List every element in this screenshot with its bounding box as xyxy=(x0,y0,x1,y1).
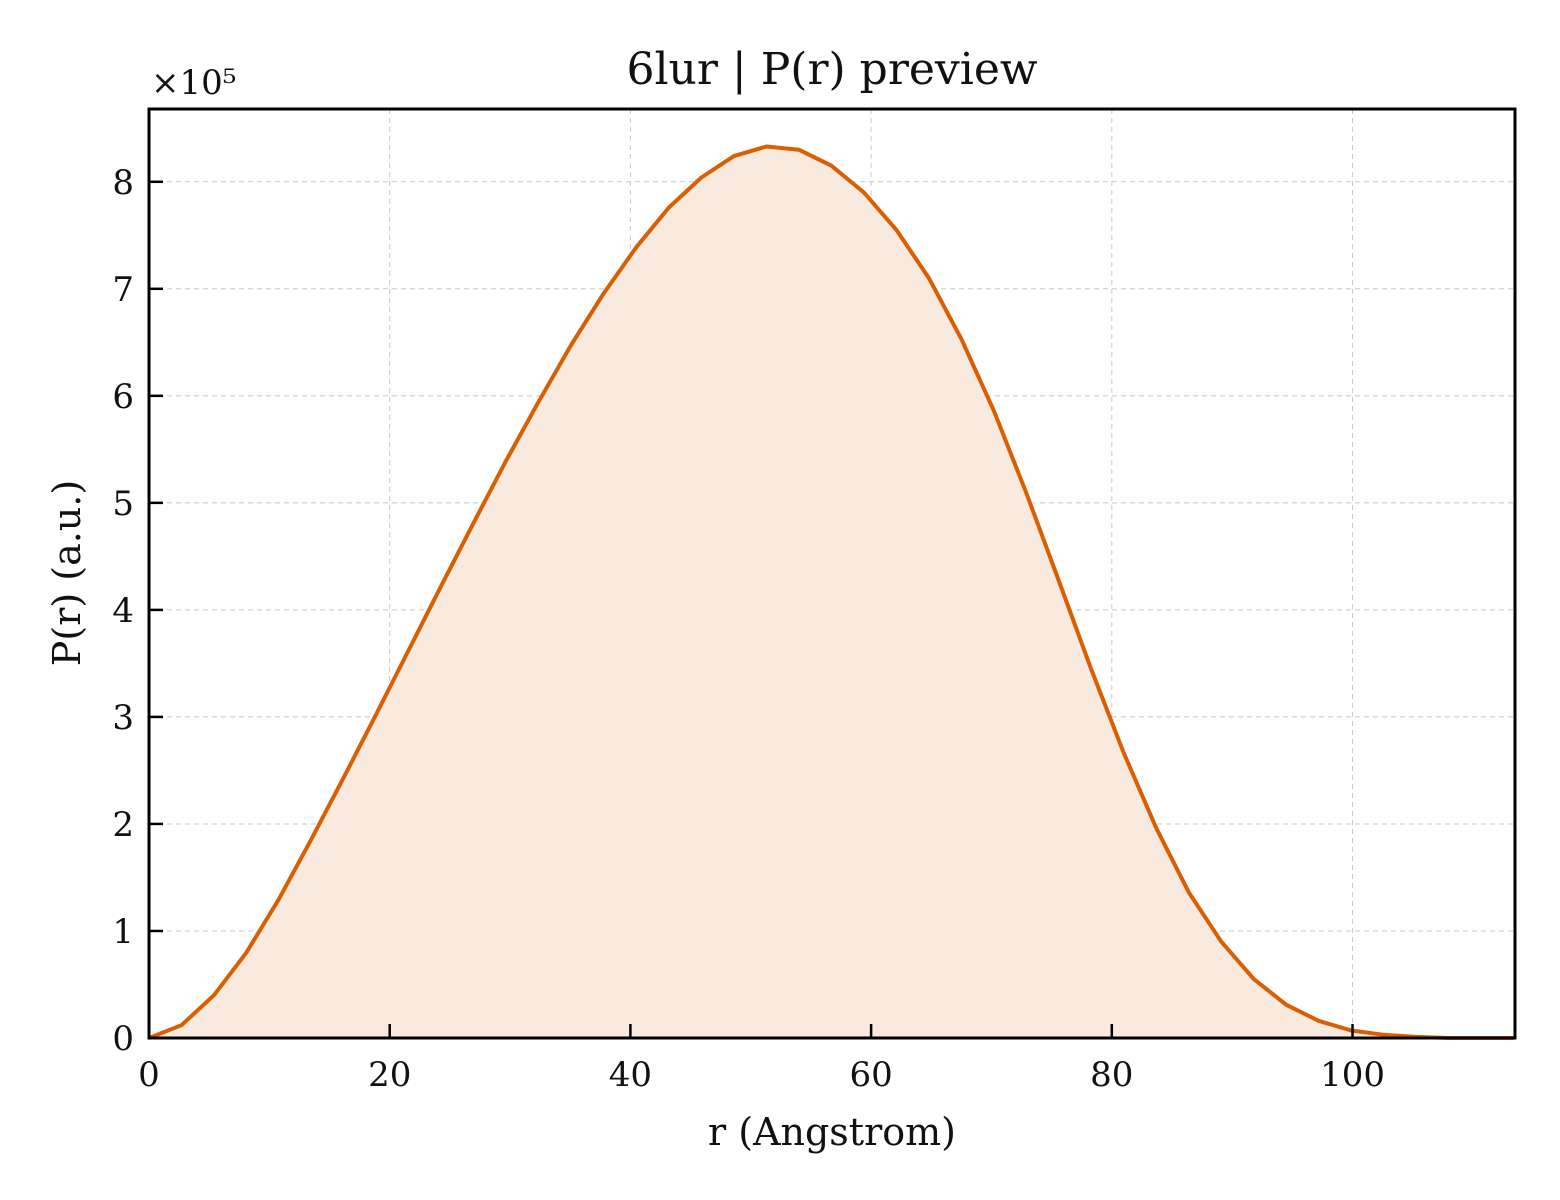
x-tick-labels: 0 20 40 60 80 100 xyxy=(138,1055,1385,1095)
y-tick-label: 8 xyxy=(112,163,134,203)
x-tick-label: 20 xyxy=(368,1055,411,1095)
y-tick-label: 6 xyxy=(112,377,134,417)
x-tick-label: 100 xyxy=(1320,1055,1385,1095)
y-tick-label: 4 xyxy=(112,591,134,631)
x-axis-label: r (Angstrom) xyxy=(708,1110,956,1154)
pr-area-fill xyxy=(149,146,1514,1038)
y-tick-label: 7 xyxy=(112,270,134,310)
y-tick-label: 1 xyxy=(112,912,134,952)
y-tick-label: 3 xyxy=(112,698,134,738)
pr-series-line xyxy=(148,144,1514,1040)
x-tick-label: 40 xyxy=(609,1055,652,1095)
y-axis-label: P(r) (a.u.) xyxy=(45,480,89,666)
y-tick-label: 0 xyxy=(112,1019,134,1059)
tick-marks xyxy=(147,180,1354,1040)
chart-title: 6lur | P(r) preview xyxy=(626,44,1037,95)
plot-frame xyxy=(147,107,1517,1040)
y-tick-label: 5 xyxy=(112,484,134,524)
y-axis-multiplier: ×10⁵ xyxy=(151,63,236,103)
x-tick-label: 60 xyxy=(849,1055,892,1095)
x-tick-label: 0 xyxy=(138,1055,160,1095)
x-tick-label: 80 xyxy=(1090,1055,1133,1095)
y-tick-labels: 0 1 2 3 4 5 6 7 8 xyxy=(112,163,134,1059)
y-tick-label: 2 xyxy=(112,805,134,845)
